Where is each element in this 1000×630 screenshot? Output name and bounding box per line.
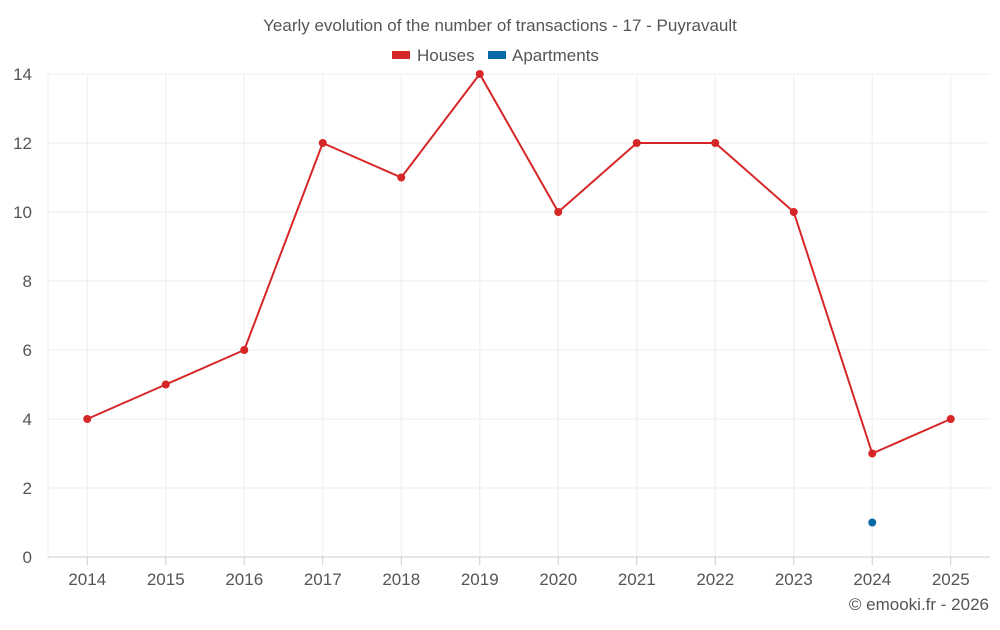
axis-layer: 0 2 4 6 8 10 12 14 2014 2015 2016 2017 2018 2019 2020 2… — [13, 65, 990, 589]
y-tick-label: 2 — [23, 479, 32, 498]
x-tick-label: 2016 — [225, 570, 263, 589]
data-point-houses[interactable] — [83, 415, 92, 423]
legend-item-apartments[interactable]: Apartments — [488, 46, 599, 65]
data-point-houses[interactable] — [240, 346, 249, 354]
data-point-houses[interactable] — [475, 70, 484, 78]
series-line-houses — [86, 73, 952, 455]
data-point-houses[interactable] — [397, 173, 406, 182]
x-tick-label: 2017 — [304, 570, 342, 589]
x-tick-label: 2023 — [775, 570, 813, 589]
y-tick-label: 6 — [23, 341, 32, 360]
y-tick-label: 0 — [23, 548, 32, 567]
x-tick-label: 2022 — [696, 570, 734, 589]
x-tick-label: 2019 — [461, 570, 499, 589]
data-point-houses[interactable] — [789, 208, 798, 216]
y-tick-label: 12 — [13, 134, 32, 153]
y-tick-label: 14 — [13, 65, 32, 84]
data-point-houses[interactable] — [161, 380, 170, 389]
data-point-houses[interactable] — [632, 139, 641, 147]
x-tick-label: 2018 — [382, 570, 420, 589]
x-tick-label: 2021 — [618, 570, 656, 589]
data-point-houses[interactable] — [711, 139, 720, 147]
grid-layer — [47, 73, 990, 557]
legend: Houses Apartments — [392, 46, 599, 65]
x-tick-label: 2014 — [68, 570, 106, 589]
y-tick-label: 4 — [23, 410, 32, 429]
legend-swatch-apartments — [488, 51, 506, 59]
x-tick-label: 2025 — [932, 570, 970, 589]
series-layer — [83, 70, 955, 527]
legend-label-apartments: Apartments — [512, 46, 599, 65]
credit-text: © emooki.fr - 2026 — [849, 595, 989, 614]
data-point-houses[interactable] — [554, 208, 563, 216]
chart-title: Yearly evolution of the number of transa… — [263, 16, 737, 35]
legend-item-houses[interactable]: Houses — [392, 46, 475, 65]
data-point-houses[interactable] — [946, 415, 955, 423]
data-point-houses[interactable] — [868, 449, 877, 458]
data-point-houses[interactable] — [318, 139, 327, 147]
legend-swatch-houses — [392, 51, 410, 59]
x-tick-label: 2020 — [539, 570, 577, 589]
y-tick-label: 10 — [13, 203, 32, 222]
y-tick-label: 8 — [23, 272, 32, 291]
x-tick-label: 2024 — [853, 570, 891, 589]
legend-label-houses: Houses — [417, 46, 475, 65]
x-tick-label: 2015 — [147, 570, 185, 589]
data-point-apartments[interactable] — [868, 518, 877, 527]
